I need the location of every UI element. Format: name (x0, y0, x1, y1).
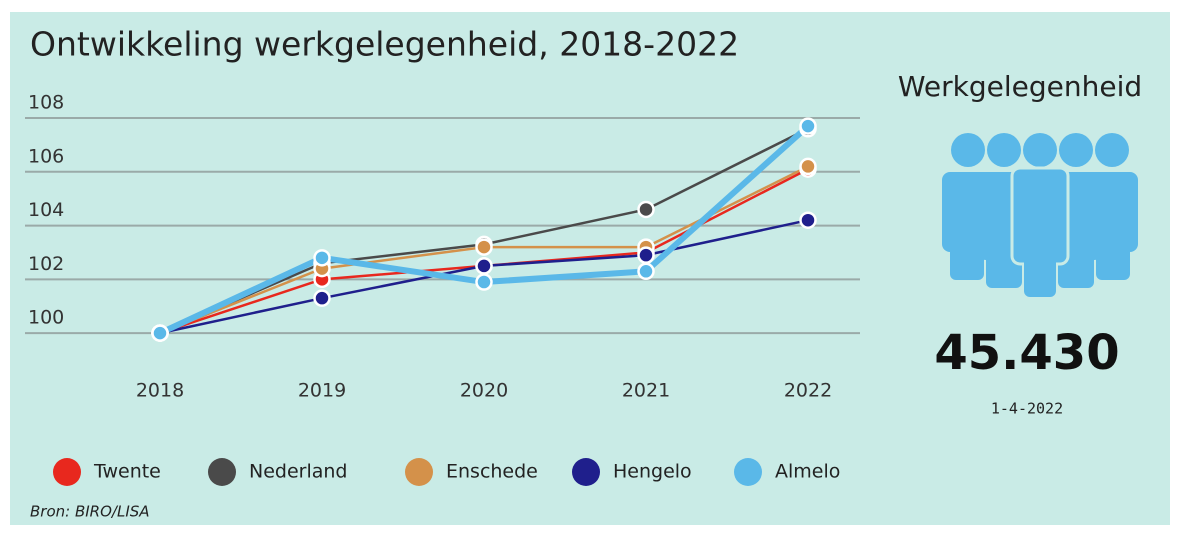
data-point (637, 246, 655, 264)
kpi-date: 1-4-2022 (991, 400, 1063, 418)
kpi-label: Werkgelegenheid (898, 70, 1142, 103)
data-point (475, 273, 493, 291)
data-point (475, 257, 493, 275)
people-icon (942, 133, 1138, 297)
y-tick-label: 108 (28, 92, 64, 114)
source: Bron: BIRO/LISA (30, 503, 150, 521)
legend-swatch (572, 458, 600, 486)
legend-label: Almelo (775, 461, 840, 483)
chart-title: Ontwikkeling werkgelegenheid, 2018-2022 (30, 25, 739, 64)
data-point (313, 289, 331, 307)
y-tick-label: 104 (28, 199, 64, 221)
y-tick-label: 102 (28, 253, 64, 275)
y-tick-label: 106 (28, 145, 64, 167)
legend-swatch (208, 458, 236, 486)
legend-label: Nederland (249, 461, 348, 483)
legend-swatch (734, 458, 762, 486)
x-tick-label: 2021 (622, 380, 670, 402)
x-tick-label: 2020 (460, 380, 508, 402)
data-point (637, 200, 655, 219)
x-tick-label: 2019 (298, 380, 346, 402)
data-point (151, 324, 169, 342)
kpi-value: 45.430 (934, 325, 1119, 381)
legend-label: Twente (93, 461, 161, 483)
y-tick-label: 100 (28, 307, 64, 329)
legend-swatch (405, 458, 433, 486)
legend-label: Hengelo (613, 461, 692, 483)
data-point (799, 211, 817, 229)
data-point (799, 117, 817, 135)
x-tick-label: 2022 (784, 380, 832, 402)
data-point (313, 249, 331, 267)
data-point (637, 262, 655, 281)
legend-swatch (53, 458, 81, 486)
legend-label: Enschede (446, 461, 538, 483)
data-point (799, 157, 817, 176)
x-tick-label: 2018 (136, 380, 184, 402)
data-point (475, 238, 493, 256)
